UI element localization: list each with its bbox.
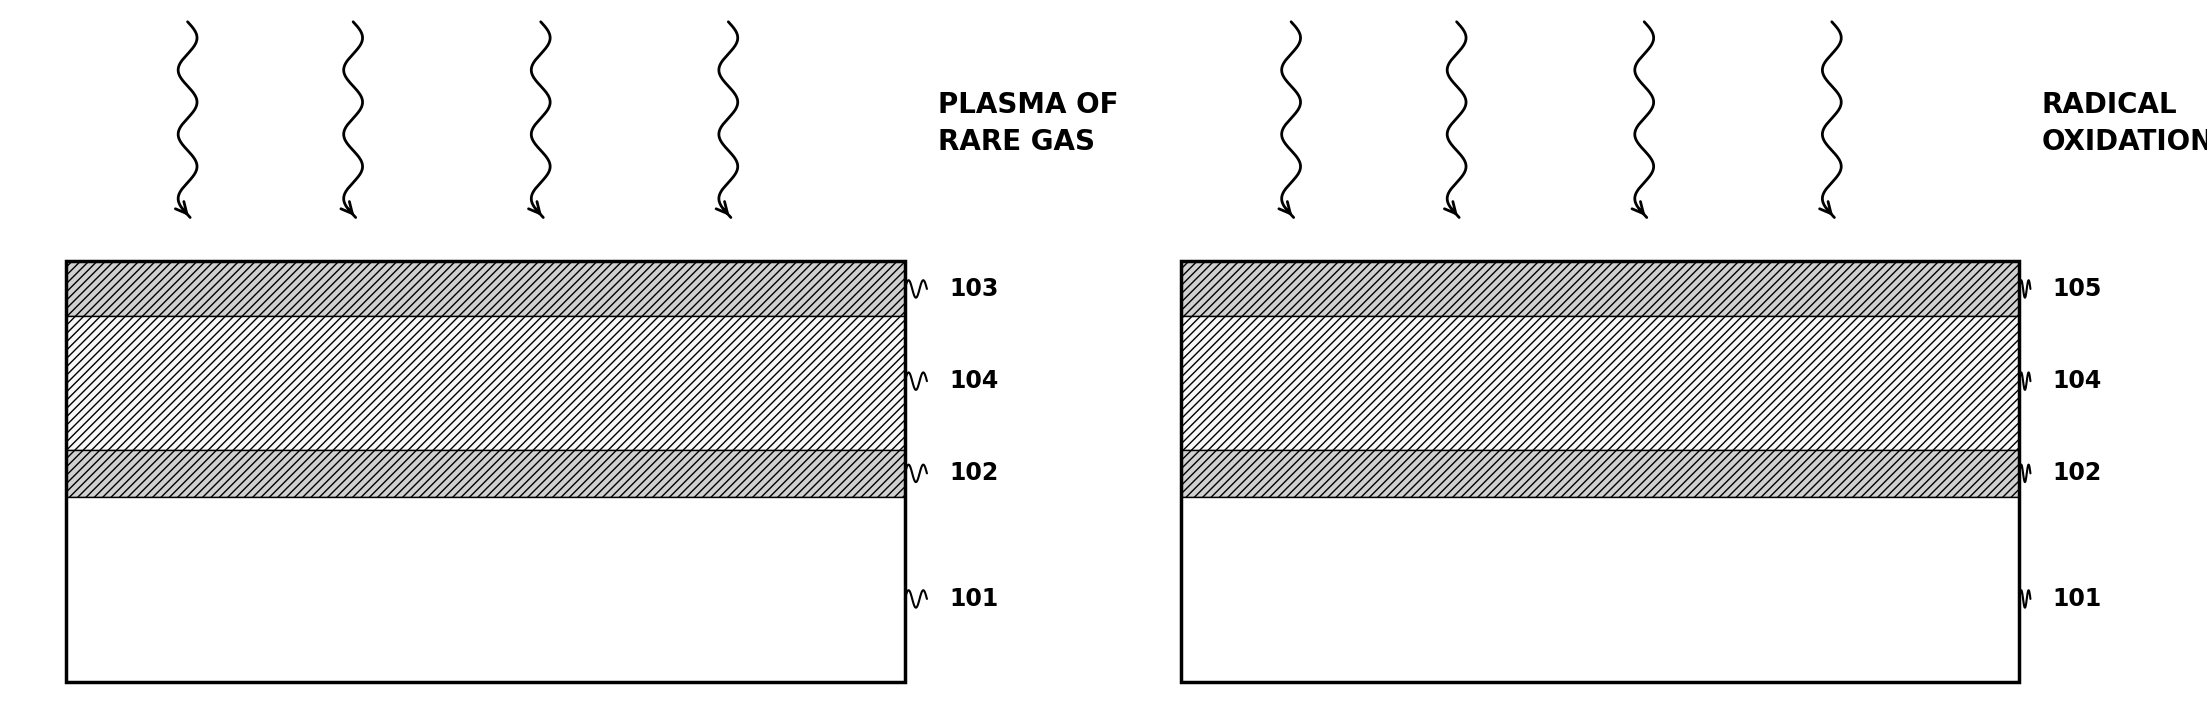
Bar <box>1181 316 2019 450</box>
Text: 101: 101 <box>2053 587 2101 611</box>
Text: PLASMA OF
RARE GAS: PLASMA OF RARE GAS <box>938 91 1119 156</box>
Text: 105: 105 <box>2053 277 2101 301</box>
Bar <box>1181 261 2019 316</box>
Bar <box>66 261 905 316</box>
Bar <box>1181 497 2019 682</box>
Text: 102: 102 <box>2053 461 2101 486</box>
Bar <box>1181 450 2019 497</box>
Text: 104: 104 <box>2053 369 2101 393</box>
Bar <box>1181 261 2019 682</box>
Bar <box>66 450 905 497</box>
Bar <box>66 497 905 682</box>
Bar <box>66 316 905 450</box>
Text: 101: 101 <box>949 587 998 611</box>
Text: RADICAL
OXIDATION: RADICAL OXIDATION <box>2041 91 2207 156</box>
Text: 102: 102 <box>949 461 998 486</box>
Bar <box>66 261 905 682</box>
Text: 103: 103 <box>949 277 998 301</box>
Text: 104: 104 <box>949 369 998 393</box>
